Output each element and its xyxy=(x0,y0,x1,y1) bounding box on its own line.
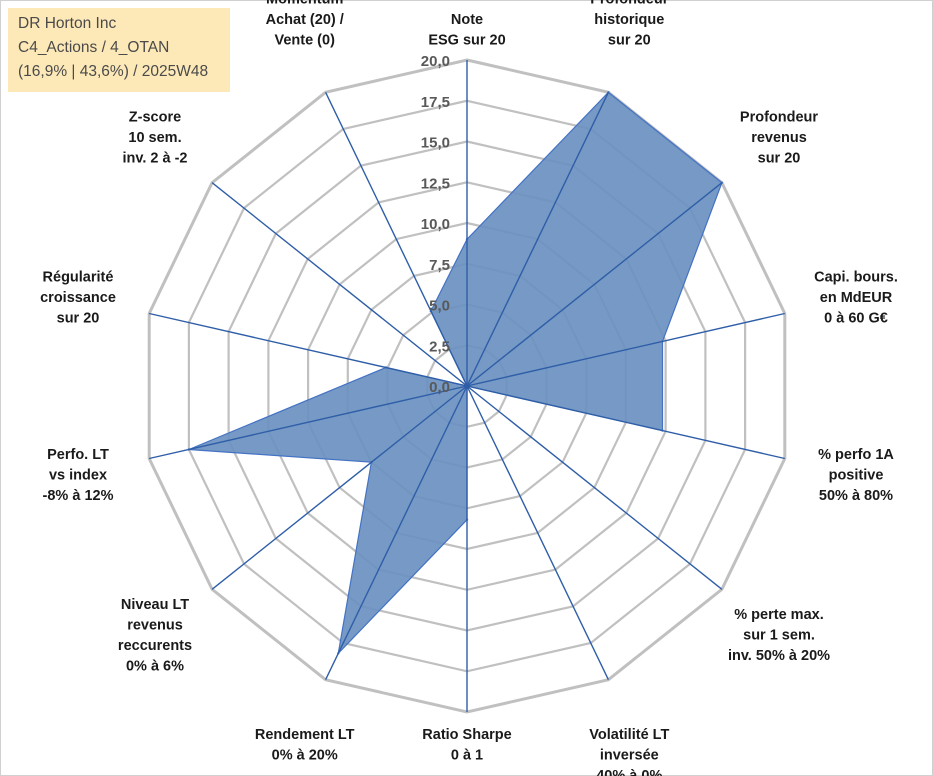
axis-spoke xyxy=(466,91,610,387)
axis-spoke xyxy=(324,385,468,681)
axis-label: Note ESG sur 20 xyxy=(428,12,505,49)
axis-label: Rendement LT 0% à 20% xyxy=(255,727,355,764)
axis-spoke xyxy=(211,385,468,590)
tick-label: 20,0 xyxy=(421,53,450,70)
axis-label: Volatilité LT inversée 40% à 0% xyxy=(589,727,669,776)
axis-label: Z-score 10 sem. inv. 2 à -2 xyxy=(122,110,187,167)
axis-spoke xyxy=(466,312,785,387)
tick-label: 7,5 xyxy=(429,257,450,274)
axis-spoke xyxy=(466,385,610,681)
axis-label: Niveau LT revenus reccurents 0% à 6% xyxy=(118,597,192,675)
tick-layer: 0,0 2,5 5,0 7,5 10,0 12,5 15,0 17,5 20,0 xyxy=(421,53,450,396)
performance-week: (16,9% | 43,6%) / 2025W48 xyxy=(18,63,209,80)
axis-label: Régularité croissance sur 20 xyxy=(40,270,116,327)
info-box: DR Horton Inc C4_Actions / 4_OTAN (16,9%… xyxy=(8,8,230,92)
portfolio-category: C4_Actions / 4_OTAN xyxy=(18,39,170,56)
axis-spoke xyxy=(466,385,785,460)
axis-spoke xyxy=(466,182,723,387)
tick-label: 5,0 xyxy=(429,298,450,315)
spoke-layer xyxy=(149,60,785,712)
axis-label: Capi. bours. en MdEUR 0 à 60 G€ xyxy=(814,270,898,327)
axis-label: Profondeurhistoriquesur 20 xyxy=(590,0,668,49)
tick-label: 0,0 xyxy=(429,379,450,396)
axis-label: Profondeur revenus sur 20 xyxy=(740,110,818,167)
axis-label: Perfo. LT vs index -8% à 12% xyxy=(43,447,114,504)
axis-spoke xyxy=(149,312,468,387)
axis-label: Ratio Sharpe 0 à 1 xyxy=(422,727,511,764)
axis-spoke xyxy=(466,385,723,590)
axis-label: % perte max. sur 1 sem. inv. 50% à 20% xyxy=(728,607,830,664)
axis-spoke xyxy=(211,182,468,387)
tick-label: 2,5 xyxy=(429,338,450,355)
axis-label: MomentumAchat (20) /Vente (0) xyxy=(266,0,344,49)
tick-label: 12,5 xyxy=(421,175,450,192)
axis-spoke xyxy=(324,91,468,387)
tick-label: 10,0 xyxy=(421,216,450,233)
axis-spoke xyxy=(149,385,468,460)
tick-label: 15,0 xyxy=(421,135,450,152)
company-name: DR Horton Inc xyxy=(18,15,117,32)
axis-label: % perfo 1A positive 50% à 80% xyxy=(818,447,894,504)
tick-label: 17,5 xyxy=(421,94,450,111)
